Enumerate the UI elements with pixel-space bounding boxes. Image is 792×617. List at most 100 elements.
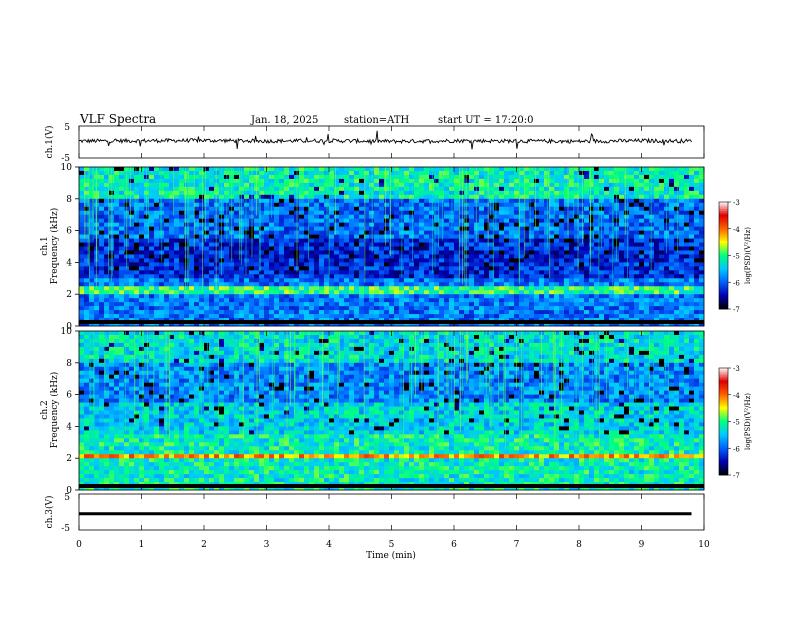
spec-cell: [604, 194, 610, 200]
spec-cell: [634, 294, 640, 299]
spec-cell: [429, 310, 435, 315]
spec-cell: [349, 167, 355, 172]
spec-cell: [354, 218, 360, 223]
spec-cell: [684, 270, 690, 275]
spec-cell: [664, 310, 670, 315]
spec-cell: [549, 262, 555, 267]
spec-cell: [339, 262, 345, 267]
spec-cell: [644, 194, 650, 200]
spec-cell: [274, 178, 280, 184]
spec-cell: [414, 198, 420, 204]
spec-cell: [584, 170, 590, 176]
ch1-waveform-panel: 5 -5 ch.1(V): [44, 123, 705, 164]
spec-cell: [419, 246, 425, 251]
spec-cell: [259, 206, 265, 212]
spec-cell: [519, 278, 525, 283]
spec-cell: [684, 246, 690, 251]
spec-cell: [169, 182, 175, 188]
spec-cell: [669, 214, 675, 219]
spec-cell: [374, 214, 380, 219]
spec-cell: [149, 302, 155, 307]
spec-cell: [164, 190, 170, 196]
spec-cell: [544, 278, 550, 283]
spec-cell: [634, 322, 640, 327]
spec-cell: [319, 178, 325, 184]
spec-cell: [399, 322, 405, 327]
spec-cell: [634, 198, 640, 204]
spec-cell: [539, 182, 545, 188]
spec-cell: [444, 310, 450, 315]
spec-cell: [484, 314, 490, 319]
spec-cell: [204, 226, 210, 231]
spec-cell: [374, 282, 380, 287]
spec-cell: [179, 258, 185, 263]
spec-cell: [279, 298, 285, 303]
spec-cell: [629, 262, 635, 267]
spec-cell: [279, 230, 285, 235]
spec-cell: [614, 226, 620, 231]
spec-cell: [149, 314, 155, 319]
spec-cell: [444, 258, 450, 263]
spec-cell: [269, 302, 275, 307]
spec-cell: [364, 274, 370, 279]
spec-cell: [644, 218, 650, 223]
spec-cell: [459, 282, 465, 287]
spec-cell: [369, 294, 375, 299]
spec-cell: [359, 226, 365, 231]
spec-cell: [684, 202, 690, 208]
spec-cell: [429, 274, 435, 279]
spec-cell: [104, 262, 110, 267]
spec-cell: [254, 230, 260, 235]
spec-cell: [429, 290, 435, 295]
spec-cell: [449, 218, 455, 223]
spec-cell: [89, 202, 95, 208]
spec-cell: [659, 314, 665, 319]
spec-cell: [454, 178, 460, 184]
spec-cell: [104, 298, 110, 303]
spec-cell: [339, 242, 345, 247]
spec-cell: [529, 226, 535, 231]
spec-cell: [469, 270, 475, 275]
spec-cell: [254, 290, 260, 295]
spec-cell: [579, 214, 585, 219]
spec-cell: [674, 254, 680, 259]
spec-cell: [164, 218, 170, 223]
spec-cell: [279, 178, 285, 184]
spec-cell: [394, 250, 400, 255]
spec-cell: [594, 238, 600, 243]
spec-cell: [129, 294, 135, 299]
spec-cell: [129, 230, 135, 235]
spec-cell: [619, 178, 625, 184]
spec-cell: [429, 230, 435, 235]
spec-cell: [659, 254, 665, 259]
spec-cell: [389, 294, 395, 299]
spec-cell: [439, 294, 445, 299]
spec-cell: [299, 238, 305, 243]
spec-cell: [389, 238, 395, 243]
spec-cell: [349, 254, 355, 259]
spec-cell: [529, 202, 535, 208]
spec-cell: [659, 178, 665, 184]
spec-cell: [439, 202, 445, 208]
spec-cell: [149, 298, 155, 303]
spec-cell: [524, 198, 530, 204]
spec-cell: [354, 250, 360, 255]
spec-cell: [429, 202, 435, 208]
spec-cell: [139, 314, 145, 319]
spec-cell: [314, 322, 320, 327]
spec-cell: [304, 270, 310, 275]
spec-cell: [114, 266, 120, 271]
spec-cell: [624, 214, 630, 219]
spec-cell: [379, 214, 385, 219]
spec-cell: [109, 230, 115, 235]
spec-cell: [614, 238, 620, 243]
spec-cell: [184, 290, 190, 295]
spec-cell: [389, 278, 395, 283]
spec-cell: [409, 190, 415, 196]
spec-cell: [544, 250, 550, 255]
spec-cell: [349, 282, 355, 287]
spec-cell: [379, 298, 385, 303]
spec-cell: [654, 222, 660, 227]
spec-cell: [594, 286, 600, 291]
spec-cell: [234, 194, 240, 200]
